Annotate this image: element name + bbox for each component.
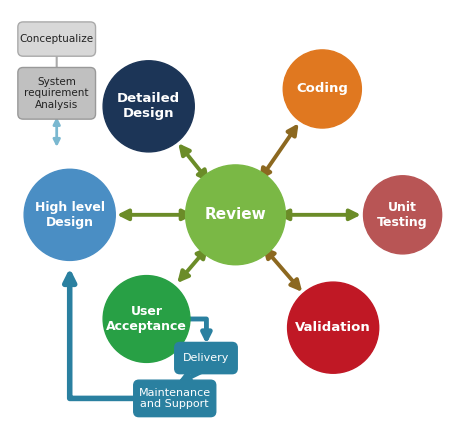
Text: Delivery: Delivery xyxy=(183,353,229,363)
Text: User
Acceptance: User Acceptance xyxy=(106,305,187,333)
Circle shape xyxy=(103,61,194,152)
Text: Coding: Coding xyxy=(296,82,348,95)
FancyBboxPatch shape xyxy=(175,342,237,374)
Circle shape xyxy=(186,165,285,265)
Circle shape xyxy=(24,169,115,260)
Circle shape xyxy=(103,276,190,362)
Text: Maintenance
and Support: Maintenance and Support xyxy=(138,388,211,409)
Text: Unit
Testing: Unit Testing xyxy=(377,201,428,229)
Text: Detailed
Design: Detailed Design xyxy=(117,92,180,120)
Circle shape xyxy=(288,282,379,373)
Text: System
requirement
Analysis: System requirement Analysis xyxy=(24,77,89,110)
Text: High level
Design: High level Design xyxy=(35,201,105,229)
FancyBboxPatch shape xyxy=(18,67,96,119)
FancyBboxPatch shape xyxy=(134,380,216,417)
Circle shape xyxy=(364,176,442,254)
Text: Conceptualize: Conceptualize xyxy=(20,34,94,44)
FancyBboxPatch shape xyxy=(18,22,96,56)
Text: Review: Review xyxy=(204,207,267,222)
Circle shape xyxy=(283,50,361,128)
Text: Validation: Validation xyxy=(295,321,371,334)
